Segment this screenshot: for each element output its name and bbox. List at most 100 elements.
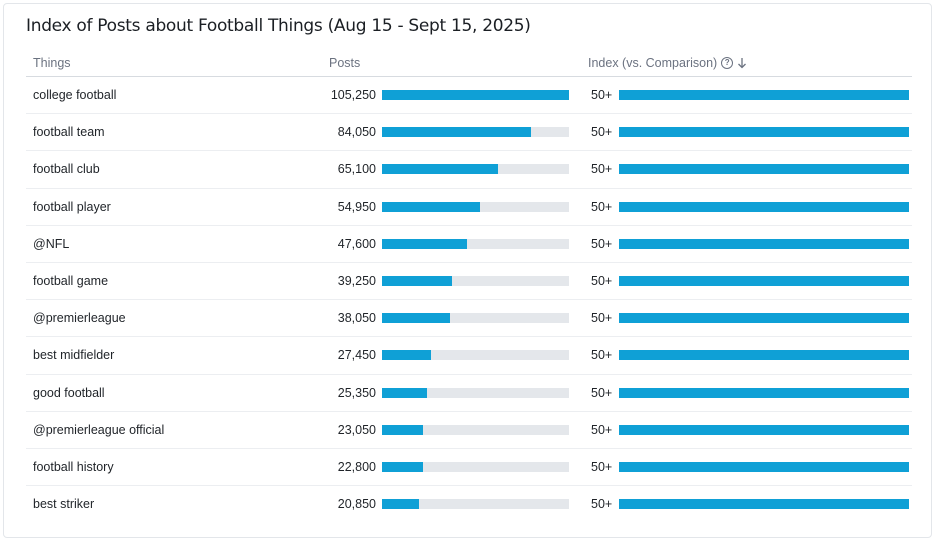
- index-bar: [619, 499, 909, 510]
- thing-label: @premierleague: [33, 311, 126, 326]
- index-value-label: 50+: [591, 273, 613, 288]
- index-value-label: 50+: [591, 311, 613, 326]
- table-header: Things Posts Index (vs. Comparison) ?: [26, 51, 912, 77]
- header-index[interactable]: Index (vs. Comparison) ?: [588, 56, 747, 70]
- table-row[interactable]: @NFL 47,600 50+: [26, 226, 912, 263]
- posts-value-label: 23,050: [337, 422, 376, 437]
- index-value-label: 50+: [591, 236, 613, 251]
- thing-label: good football: [33, 385, 105, 400]
- table-row[interactable]: college football 105,250 50+: [26, 77, 912, 115]
- posts-bar-track: [382, 238, 569, 249]
- thing-label: college football: [33, 88, 117, 102]
- posts-bar-track: [382, 387, 569, 398]
- thing-label: best striker: [33, 497, 95, 512]
- thing-label: football player: [33, 199, 111, 214]
- table-row[interactable]: football history 22,800 50+: [26, 449, 912, 487]
- posts-bar: [382, 90, 569, 100]
- index-value-label: 50+: [591, 422, 613, 437]
- index-value-label: 50+: [591, 125, 613, 140]
- index-bar-track: [619, 201, 909, 212]
- posts-value-label: 65,100: [337, 162, 376, 177]
- index-bar-track: [619, 461, 909, 472]
- index-bar-track: [619, 313, 909, 324]
- index-value-label: 50+: [591, 199, 613, 214]
- posts-value-label: 27,450: [337, 348, 376, 363]
- index-bar: [619, 424, 909, 435]
- index-bar-track: [619, 275, 909, 286]
- header-posts[interactable]: Posts: [329, 56, 361, 70]
- index-bar-track: [619, 90, 909, 100]
- table-body: college football 105,250 50+ football team 8…: [26, 77, 912, 523]
- posts-bar: [382, 313, 450, 324]
- index-bar-track: [619, 127, 909, 138]
- posts-value-label: 84,050: [337, 125, 376, 140]
- thing-label: football game: [33, 273, 109, 288]
- posts-value-label: 25,350: [337, 385, 376, 400]
- posts-value-label: 38,050: [337, 311, 376, 326]
- index-bar-track: [619, 387, 909, 398]
- thing-label: @premierleague official: [33, 422, 165, 437]
- index-value-label: 50+: [591, 459, 613, 474]
- thing-label: football history: [33, 459, 114, 474]
- posts-bar: [382, 387, 428, 398]
- posts-bar-track: [382, 275, 569, 286]
- table-row[interactable]: @premierleague 38,050 50+: [26, 300, 912, 338]
- index-bar: [619, 350, 909, 361]
- index-bar: [619, 461, 909, 472]
- index-value-label: 50+: [591, 162, 613, 177]
- posts-bar-track: [382, 164, 569, 175]
- posts-value-label: 105,250: [330, 88, 376, 102]
- index-bar: [619, 164, 909, 175]
- thing-label: football club: [33, 162, 100, 177]
- posts-bar: [382, 238, 467, 249]
- posts-value-label: 54,950: [337, 199, 376, 214]
- posts-value-label: 39,250: [337, 273, 376, 288]
- posts-bar: [382, 499, 420, 510]
- thing-label: best midfielder: [33, 348, 115, 363]
- posts-bar-track: [382, 461, 569, 472]
- header-index-label: Index (vs. Comparison): [588, 56, 718, 70]
- index-bar: [619, 238, 909, 249]
- posts-bar-track: [382, 499, 569, 510]
- help-circle-icon[interactable]: ?: [721, 57, 734, 69]
- sort-descending-arrow-icon[interactable]: [737, 57, 747, 69]
- posts-bar-track: [382, 201, 569, 212]
- posts-value-label: 22,800: [337, 459, 376, 474]
- posts-bar: [382, 424, 423, 435]
- index-bar: [619, 313, 909, 324]
- posts-value-label: 47,600: [337, 236, 376, 251]
- chart-card: Index of Posts about Football Things (Au…: [3, 3, 932, 538]
- table-row[interactable]: football game 39,250 50+: [26, 263, 912, 301]
- posts-bar: [382, 201, 480, 212]
- posts-bar-track: [382, 424, 569, 435]
- index-value-label: 50+: [591, 348, 613, 363]
- chart-title: Index of Posts about Football Things (Au…: [26, 16, 531, 36]
- thing-label: @NFL: [33, 236, 70, 251]
- index-value-label: 50+: [591, 497, 613, 512]
- index-value-label: 50+: [591, 385, 613, 400]
- table-row[interactable]: best striker 20,850 50+: [26, 486, 912, 523]
- posts-bar-track: [382, 350, 569, 361]
- index-bar: [619, 275, 909, 286]
- index-bar: [619, 127, 909, 138]
- posts-bar: [382, 350, 431, 361]
- posts-bar: [382, 461, 423, 472]
- index-bar: [619, 387, 909, 398]
- thing-label: football team: [33, 125, 105, 140]
- index-bar-track: [619, 238, 909, 249]
- table-row[interactable]: football player 54,950 50+: [26, 189, 912, 226]
- posts-bar-track: [382, 90, 569, 100]
- posts-bar: [382, 127, 532, 138]
- table-row[interactable]: good football 25,350 50+: [26, 375, 912, 412]
- table-row[interactable]: football team 84,050 50+: [26, 114, 912, 152]
- table-row[interactable]: best midfielder 27,450 50+: [26, 337, 912, 375]
- index-bar: [619, 90, 909, 100]
- index-bar: [619, 201, 909, 212]
- table-row[interactable]: football club 65,100 50+: [26, 151, 912, 189]
- table-row[interactable]: @premierleague official 23,050 50+: [26, 412, 912, 449]
- index-value-label: 50+: [591, 88, 613, 102]
- posts-value-label: 20,850: [337, 497, 376, 512]
- posts-bar-track: [382, 127, 569, 138]
- posts-bar: [382, 164, 498, 175]
- header-things[interactable]: Things: [33, 56, 71, 70]
